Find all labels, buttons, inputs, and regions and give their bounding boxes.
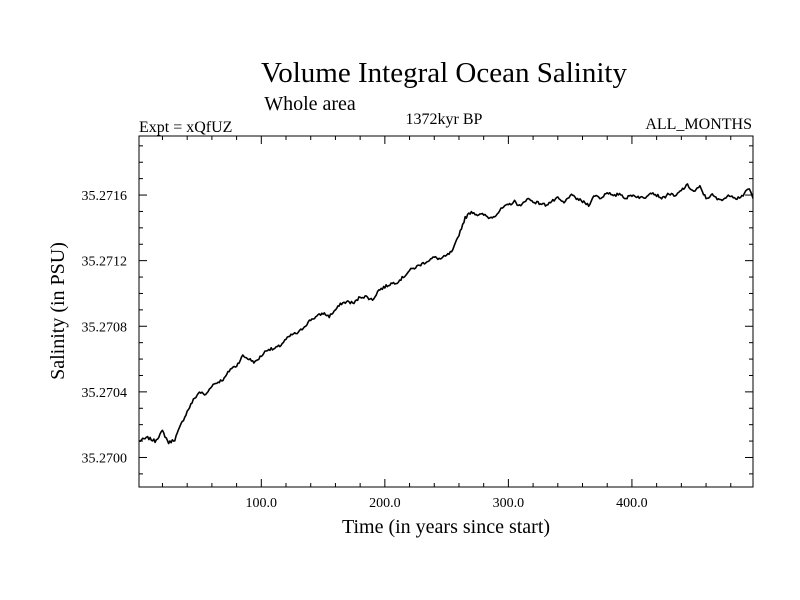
y-axis-tick-labels: 35.2700 35.2704 35.2708 35.2712 35.2716 xyxy=(82,189,128,466)
x-tick-label: 200.0 xyxy=(369,496,401,511)
x-axis-ticks xyxy=(161,136,732,487)
chart-subtitle: Whole area xyxy=(264,93,356,115)
y-tick-label: 35.2704 xyxy=(82,386,128,401)
y-tick-label: 35.2708 xyxy=(82,320,128,335)
chart-title: Volume Integral Ocean Salinity xyxy=(261,57,627,89)
y-tick-label: 35.2712 xyxy=(82,255,128,270)
y-axis-ticks xyxy=(139,145,753,475)
y-axis-label: Salinity (in PSU) xyxy=(47,242,69,380)
plot-frame xyxy=(138,135,754,488)
y-tick-label: 35.2716 xyxy=(82,189,128,204)
x-tick-label: 300.0 xyxy=(493,496,525,511)
salinity-series-line xyxy=(138,183,754,445)
x-axis-label: Time (in years since start) xyxy=(342,516,550,538)
x-tick-label: 400.0 xyxy=(616,496,648,511)
header-center-label: 1372kyr BP xyxy=(406,111,483,128)
x-tick-label: 100.0 xyxy=(246,496,278,511)
header-right-label: ALL_MONTHS xyxy=(645,116,752,133)
x-axis-tick-labels: 100.0 200.0 300.0 400.0 xyxy=(246,496,648,511)
y-tick-label: 35.2700 xyxy=(82,451,128,466)
header-left-label: Expt = xQfUZ xyxy=(139,119,232,136)
